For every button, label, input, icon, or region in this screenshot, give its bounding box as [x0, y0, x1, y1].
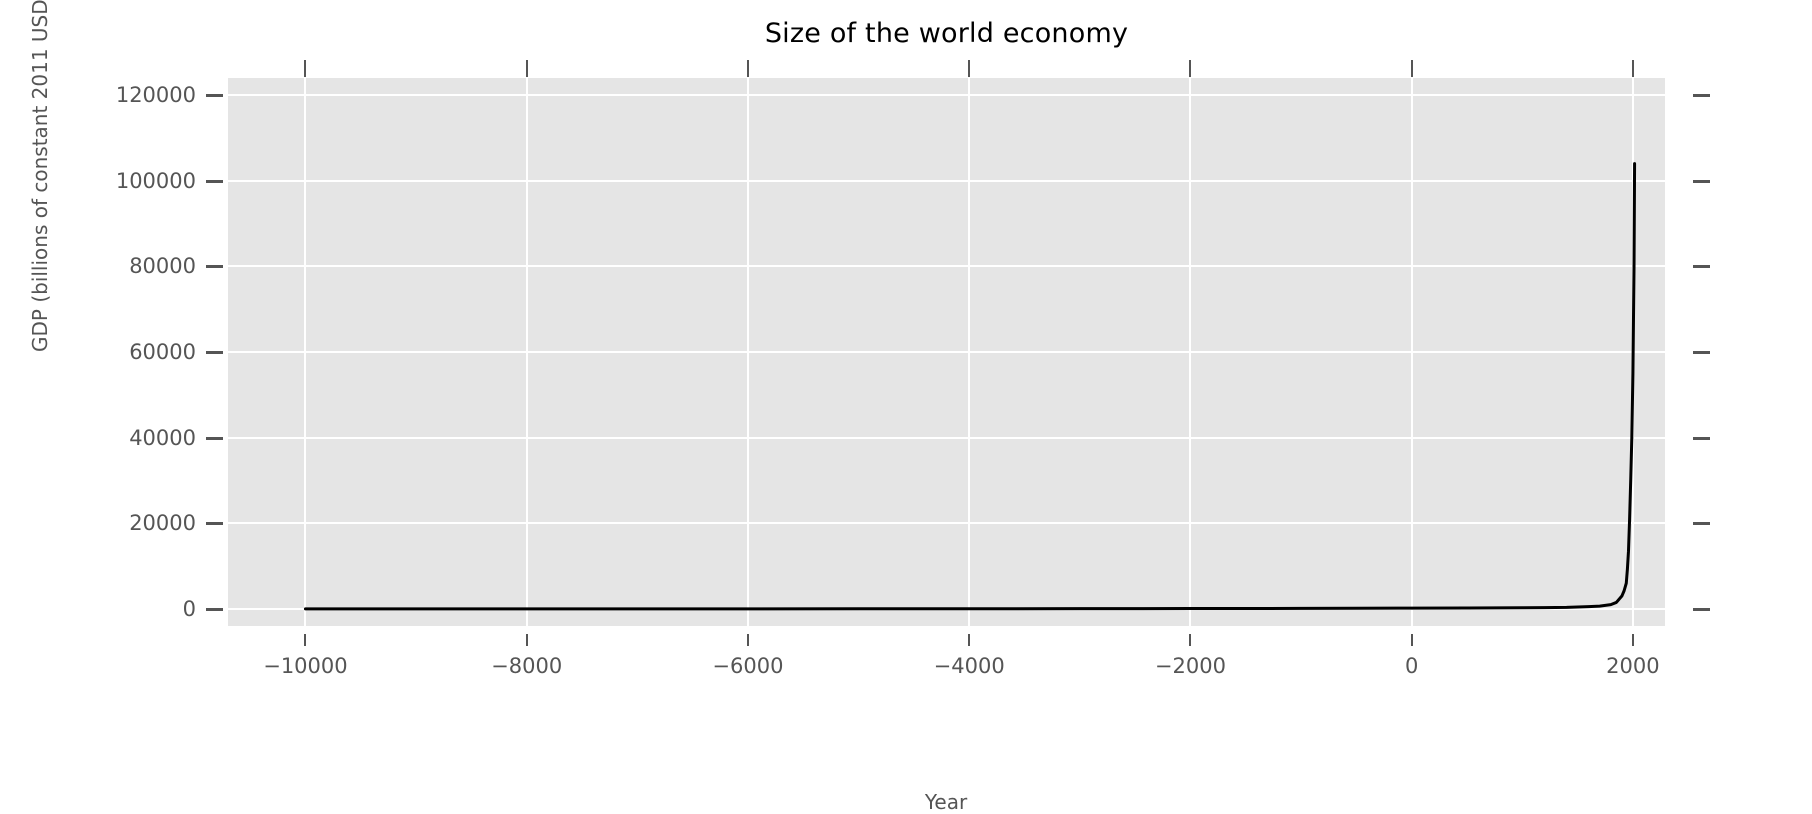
x-tick-mark-top [746, 60, 749, 77]
data-series-line [303, 162, 1637, 611]
y-axis-label: GDP (billions of constant 2011 USD) [28, 0, 52, 352]
gridline-horizontal [228, 522, 1665, 525]
x-tick-label: −6000 [712, 654, 784, 678]
gridline-horizontal [228, 436, 1665, 439]
gridline-horizontal [228, 265, 1665, 268]
x-tick-mark-bottom [1189, 634, 1192, 646]
x-tick-mark-top [1189, 60, 1192, 77]
y-tick-mark-right [1693, 522, 1710, 526]
x-tick-mark-top [1410, 60, 1413, 77]
y-tick-mark-left [206, 265, 223, 269]
y-tick-label: 60000 [129, 340, 196, 364]
y-tick-label: 40000 [129, 425, 196, 450]
y-tick-mark-left [206, 179, 223, 183]
y-tick-label: 120000 [115, 83, 196, 108]
world-gdp-line [303, 162, 1637, 611]
y-tick-label: 80000 [129, 254, 196, 279]
y-tick-mark-right [1693, 351, 1710, 354]
x-tick-mark-bottom [525, 634, 528, 646]
y-tick-label: 20000 [129, 511, 196, 536]
y-tick-mark-left [206, 94, 223, 98]
x-tick-mark-top [304, 60, 307, 77]
x-tick-mark-top [1631, 60, 1634, 77]
x-tick-mark-bottom [1410, 634, 1413, 646]
y-tick-label: 0 [182, 596, 196, 621]
y-tick-mark-left [206, 351, 223, 354]
x-tick-mark-bottom [968, 634, 971, 646]
page-title: Size of the world economy [764, 18, 1129, 49]
x-tick-label: −10000 [263, 654, 348, 678]
x-tick-label: −8000 [491, 654, 563, 678]
y-tick-mark-left [206, 522, 223, 526]
y-tick-mark-right [1693, 179, 1710, 183]
x-tick-label: 0 [1404, 654, 1419, 678]
y-tick-mark-right [1693, 265, 1710, 269]
x-tick-label: 2000 [1606, 654, 1660, 678]
x-tick-label: −2000 [1154, 654, 1226, 678]
x-tick-mark-bottom [746, 634, 749, 646]
x-tick-mark-bottom [1631, 634, 1634, 646]
gridline-horizontal [228, 94, 1665, 97]
y-tick-mark-right [1693, 94, 1710, 98]
plot-area [228, 78, 1665, 626]
gridline-horizontal [228, 179, 1665, 182]
y-tick-label: 100000 [115, 168, 196, 193]
x-tick-label: −4000 [933, 654, 1005, 678]
x-tick-mark-top [525, 60, 528, 77]
x-axis-label: Year [924, 790, 968, 814]
y-tick-mark-left [206, 607, 223, 611]
x-tick-mark-top [968, 60, 971, 77]
y-tick-mark-left [206, 436, 223, 440]
y-tick-mark-right [1693, 436, 1710, 440]
y-tick-mark-right [1693, 607, 1710, 611]
x-tick-mark-bottom [304, 634, 307, 646]
gridline-horizontal [228, 351, 1665, 353]
